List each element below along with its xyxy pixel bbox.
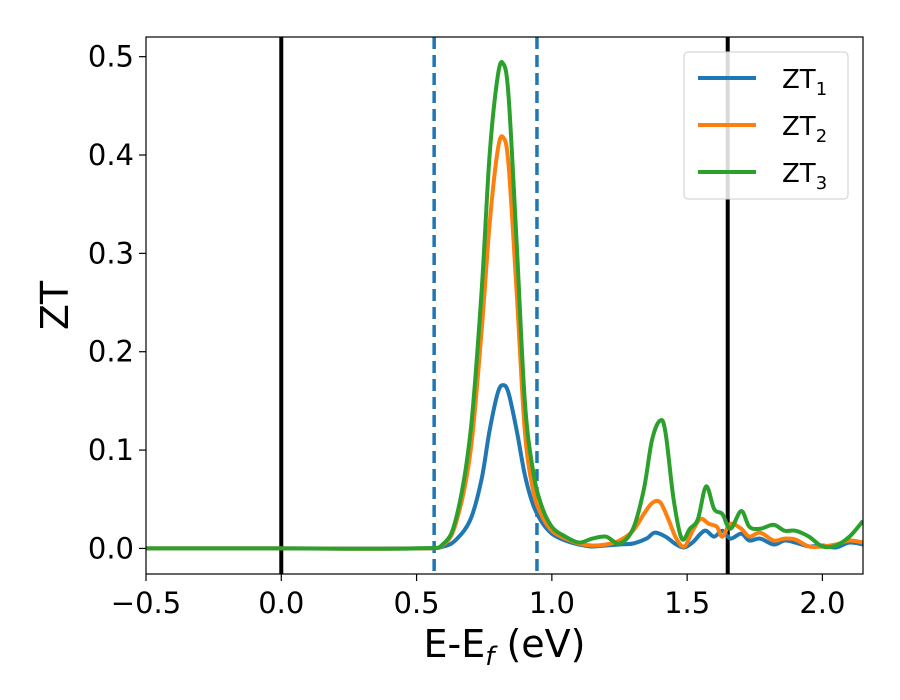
y-tick-label: 0.5 bbox=[88, 40, 134, 74]
x-tick-label: 0.5 bbox=[394, 586, 440, 620]
y-tick-label: 0.1 bbox=[88, 433, 134, 467]
x-axis-title: E-Ef (eV) bbox=[424, 622, 586, 672]
x-tick-label: −0.5 bbox=[111, 586, 181, 620]
y-tick-label: 0.3 bbox=[88, 236, 134, 270]
x-tick-label: 2.0 bbox=[799, 586, 845, 620]
x-tick-label: 1.0 bbox=[529, 586, 575, 620]
x-axis-title-main: E-E bbox=[424, 622, 486, 666]
legend-label-zt3: ZT3 bbox=[782, 159, 827, 194]
x-axis-title-unit: (eV) bbox=[494, 622, 585, 666]
y-tick-label: 0.0 bbox=[88, 531, 134, 565]
x-tick-label: 0.0 bbox=[258, 586, 304, 620]
legend: ZT1 ZT2 ZT3 bbox=[683, 51, 849, 200]
y-tick-label: 0.4 bbox=[88, 138, 134, 172]
legend-label-zt2: ZT2 bbox=[782, 112, 827, 147]
axis-ticks: −0.5 0.0 0.5 1.0 1.5 2.0 0.0 0.1 0.2 0.3 0.4 0.5 bbox=[88, 40, 846, 620]
series-line-zt3 bbox=[146, 60, 863, 551]
x-tick-label: 1.5 bbox=[664, 586, 710, 620]
legend-label-zt1: ZT1 bbox=[782, 65, 827, 100]
y-axis-title: ZT bbox=[33, 280, 77, 330]
plot-frame bbox=[145, 36, 864, 575]
y-tick-label: 0.2 bbox=[88, 335, 134, 369]
legend-box bbox=[683, 51, 849, 200]
series-line-zt1 bbox=[146, 383, 863, 551]
